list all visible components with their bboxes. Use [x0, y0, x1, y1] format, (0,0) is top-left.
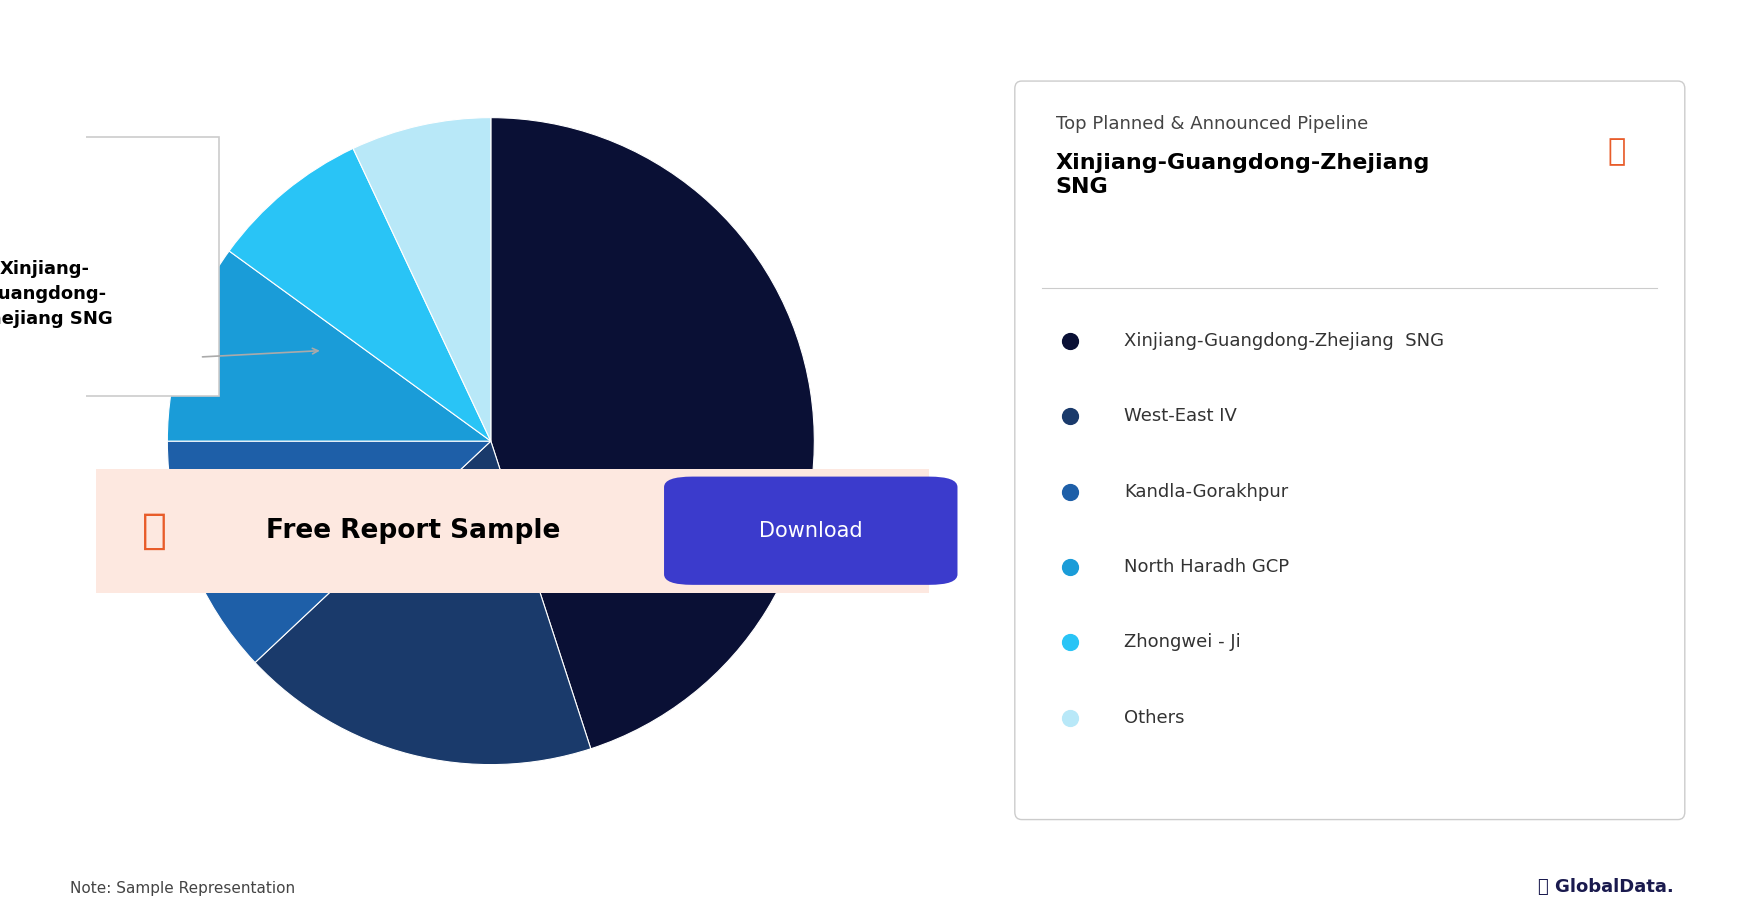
- Text: Note: Sample Representation: Note: Sample Representation: [70, 881, 295, 896]
- Wedge shape: [491, 118, 815, 749]
- Text: Free Report Sample: Free Report Sample: [266, 517, 559, 544]
- Point: [1055, 635, 1083, 650]
- FancyBboxPatch shape: [81, 466, 947, 596]
- Text: Xinjiang-Guangdong-Zhejiang
SNG: Xinjiang-Guangdong-Zhejiang SNG: [1055, 153, 1430, 198]
- Text: West-East IV: West-East IV: [1124, 407, 1238, 425]
- Point: [1055, 484, 1083, 499]
- Text: Top Planned & Announced Pipeline: Top Planned & Announced Pipeline: [1055, 115, 1367, 133]
- Wedge shape: [230, 149, 491, 441]
- Text: 🔒: 🔒: [142, 510, 167, 551]
- Text: Zhongwei - Ji: Zhongwei - Ji: [1124, 633, 1241, 652]
- Wedge shape: [167, 251, 491, 441]
- Text: North Haradh GCP: North Haradh GCP: [1124, 558, 1288, 576]
- Text: Xinjiang-Guangdong-Zhejiang  SNG: Xinjiang-Guangdong-Zhejiang SNG: [1124, 332, 1444, 350]
- Text: Kandla-Gorakhpur: Kandla-Gorakhpur: [1124, 482, 1288, 501]
- Point: [1055, 409, 1083, 424]
- Wedge shape: [167, 441, 491, 663]
- Point: [1055, 334, 1083, 348]
- FancyBboxPatch shape: [0, 137, 219, 396]
- Point: [1055, 710, 1083, 725]
- Wedge shape: [352, 118, 491, 441]
- Text: Others: Others: [1124, 709, 1185, 727]
- Wedge shape: [254, 441, 591, 765]
- Text: ⦿ GlobalData.: ⦿ GlobalData.: [1539, 878, 1674, 896]
- Point: [1055, 560, 1083, 574]
- FancyBboxPatch shape: [1015, 81, 1685, 820]
- Text: Xinjiang-
Guangdong-
Zhejiang SNG: Xinjiang- Guangdong- Zhejiang SNG: [0, 260, 112, 328]
- Text: 🔒: 🔒: [1608, 138, 1625, 166]
- FancyBboxPatch shape: [664, 477, 957, 584]
- Text: Download: Download: [759, 521, 862, 540]
